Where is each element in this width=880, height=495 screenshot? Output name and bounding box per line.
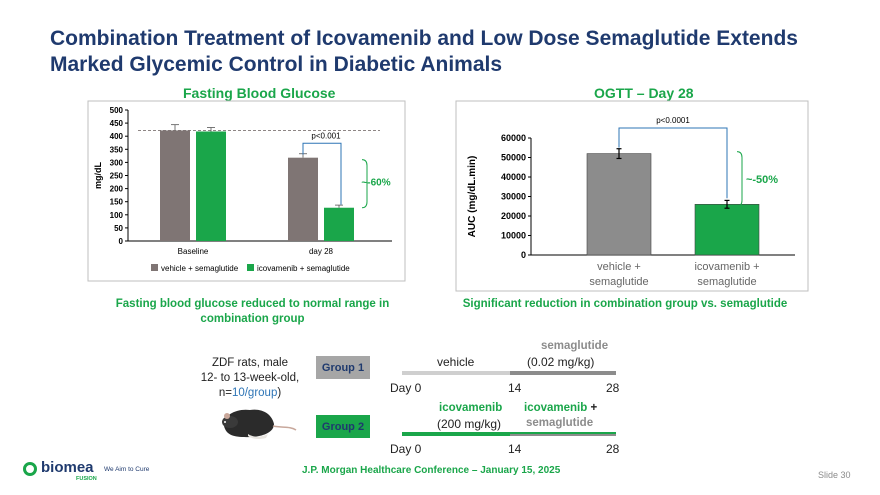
group1-phase2-bar bbox=[510, 371, 616, 375]
slide-title: Combination Treatment of Icovamenib and … bbox=[50, 27, 798, 76]
fbg-y-tick-label: 350 bbox=[110, 145, 124, 154]
ogtt-x-tick-label: vehicle + bbox=[597, 261, 641, 273]
fbg-chart-title: Fasting Blood Glucose bbox=[183, 85, 336, 101]
fbg-y-tick-label: 0 bbox=[119, 237, 124, 246]
group1-tick-day0: Day 0 bbox=[390, 381, 422, 395]
group1-phase2-dose: (0.02 mg/kg) bbox=[527, 355, 595, 369]
ogtt-y-tick-label: 30000 bbox=[501, 192, 526, 202]
fbg-bar-vehicle-0 bbox=[160, 130, 190, 241]
conference-footer: J.P. Morgan Healthcare Conference – Janu… bbox=[302, 465, 561, 476]
group2-phase2-drug2: semaglutide bbox=[526, 417, 594, 429]
ogtt-y-tick-label: 10000 bbox=[501, 231, 526, 241]
group1-tick-28: 28 bbox=[606, 381, 620, 395]
ogtt-x-tick-label: semaglutide bbox=[697, 276, 756, 288]
animal-line-1: ZDF rats, male bbox=[211, 357, 289, 369]
group-1-badge: Group 1 bbox=[316, 356, 370, 379]
n-value: 10/group bbox=[231, 387, 278, 399]
group1-phase2-drug: semaglutide bbox=[541, 340, 609, 352]
animal-line-3: n=10/group) bbox=[195, 386, 305, 401]
ogtt-pvalue-bracket bbox=[618, 127, 728, 199]
ogtt-reduction-text: ~-50% bbox=[746, 174, 778, 186]
ogtt-bar-1 bbox=[694, 204, 760, 256]
group2-phase1-bar bbox=[402, 432, 510, 436]
group1-tick-14: 14 bbox=[508, 381, 522, 395]
fbg-legend-label-icovamenib: icovamenib + semaglutide bbox=[257, 264, 350, 273]
fbg-reduction-text: ~-60% bbox=[361, 178, 390, 189]
company-logo: biomea FUSION bbox=[23, 459, 143, 488]
fbg-legend-label-vehicle: vehicle + semaglutide bbox=[161, 264, 239, 273]
fbg-y-tick-label: 200 bbox=[110, 185, 124, 194]
group2-tick-28: 28 bbox=[606, 442, 620, 456]
ogtt-caption: Significant reduction in combination gro… bbox=[462, 298, 788, 310]
ogtt-chart-title: OGTT – Day 28 bbox=[594, 85, 694, 101]
ogtt-y-tick-label: 60000 bbox=[501, 133, 526, 143]
group2-phase1-drug: icovamenib bbox=[439, 402, 503, 414]
group2-phase2-plus: + bbox=[587, 402, 598, 414]
fbg-chart-frame bbox=[87, 100, 406, 282]
tagline: We Aim to Cure bbox=[104, 466, 150, 473]
group2-phase2-bar bbox=[510, 432, 616, 436]
logo-subtext: FUSION bbox=[76, 476, 97, 482]
fbg-chart: 0 50 100 150 200 250 300 350 400 450 500 mg/dL Basel… bbox=[87, 100, 406, 282]
group-2-badge: Group 2 bbox=[316, 415, 370, 438]
animal-description: ZDF rats, male 12- to 13-week-old, n=10/… bbox=[195, 356, 305, 401]
ogtt-y-tick-label: 50000 bbox=[501, 153, 526, 163]
ogtt-pvalue-text: p<0.0001 bbox=[656, 116, 690, 125]
fbg-y-tick-label: 300 bbox=[110, 158, 124, 167]
ogtt-y-axis-label: AUC (mg/dL.min) bbox=[467, 156, 478, 238]
group2-tick-day0: Day 0 bbox=[390, 442, 422, 456]
fbg-y-tick-label: 250 bbox=[110, 172, 124, 181]
ogtt-bar-0 bbox=[586, 153, 652, 256]
fbg-y-axis-label: mg/dL bbox=[93, 162, 103, 189]
slide-number: Slide 30 bbox=[818, 470, 851, 480]
fbg-reduction-bracket bbox=[361, 159, 368, 209]
n-prefix: n= bbox=[218, 387, 232, 399]
group2-phase1-dose: (200 mg/kg) bbox=[437, 417, 502, 431]
ogtt-x-tick-label: icovamenib + bbox=[694, 261, 759, 273]
group2-phase2-label: icovamenib + bbox=[524, 402, 597, 414]
fbg-pvalue-text: p<0.001 bbox=[311, 131, 341, 140]
group2-phase2-drug: icovamenib bbox=[524, 402, 588, 414]
ogtt-y-tick-label: 20000 bbox=[501, 211, 526, 221]
fbg-bar-icovamenib-0 bbox=[196, 131, 226, 241]
fbg-y-tick-label: 100 bbox=[110, 211, 124, 220]
logo-text: biomea bbox=[41, 459, 94, 476]
ogtt-y-tick-label: 0 bbox=[521, 250, 526, 260]
fbg-y-tick-label: 500 bbox=[110, 106, 124, 115]
animal-line-2: 12- to 13-week-old, bbox=[200, 372, 300, 384]
group1-phase1-bar bbox=[402, 371, 510, 375]
fbg-x-tick-label: Baseline bbox=[178, 247, 209, 256]
ogtt-x-tick-label: semaglutide bbox=[589, 276, 648, 288]
n-suffix: ) bbox=[277, 387, 282, 399]
fbg-bar-icovamenib-1 bbox=[324, 207, 354, 241]
fbg-y-tick-label: 50 bbox=[114, 224, 123, 233]
fbg-y-tick-label: 450 bbox=[110, 119, 124, 128]
ogtt-reduction-bracket bbox=[736, 151, 743, 207]
fbg-caption: Fasting blood glucose reduced to normal … bbox=[115, 298, 390, 325]
fbg-bar-vehicle-1 bbox=[288, 157, 318, 241]
group1-phase1-label: vehicle bbox=[437, 355, 475, 369]
fbg-legend-swatch-vehicle bbox=[151, 264, 158, 271]
fbg-pvalue-bracket bbox=[302, 142, 342, 205]
group2-tick-14: 14 bbox=[508, 442, 522, 456]
fbg-legend-swatch-icovamenib bbox=[247, 264, 254, 271]
fbg-y-tick-label: 400 bbox=[110, 132, 124, 141]
rat-photo bbox=[222, 409, 297, 440]
fbg-y-tick-label: 150 bbox=[110, 198, 124, 207]
ogtt-y-tick-label: 40000 bbox=[501, 172, 526, 182]
fbg-x-tick-label: day 28 bbox=[309, 247, 334, 256]
ogtt-chart: 0 10000 20000 30000 40000 50000 60000 AUC (mg/d… bbox=[455, 100, 809, 292]
logo-mark-icon bbox=[23, 462, 37, 476]
